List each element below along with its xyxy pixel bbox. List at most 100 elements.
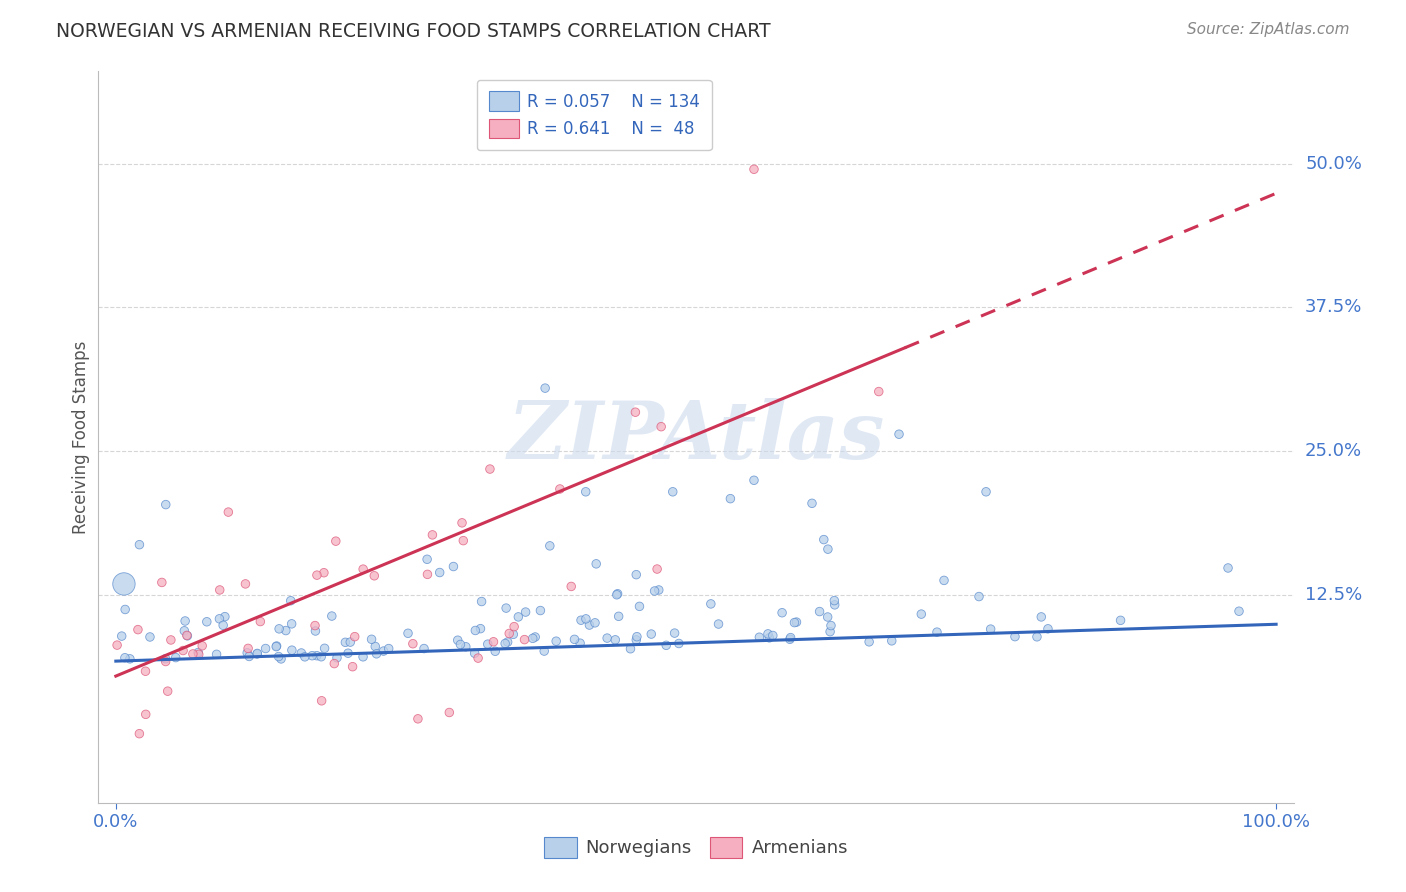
Point: [326, 650, 349, 665]
Point: [155, 655, 177, 669]
Point: [280, 616, 302, 631]
Point: [187, 648, 209, 662]
Point: [128, 538, 150, 552]
Point: [626, 630, 648, 644]
Text: Source: ZipAtlas.com: Source: ZipAtlas.com: [1187, 22, 1350, 37]
Point: [858, 635, 880, 649]
Point: [246, 647, 269, 661]
Point: [607, 609, 630, 624]
Point: [416, 552, 439, 566]
Point: [176, 629, 198, 643]
Point: [304, 618, 326, 632]
Point: [339, 635, 361, 649]
Point: [112, 577, 135, 591]
Point: [707, 617, 730, 632]
Point: [453, 533, 475, 548]
Point: [624, 405, 647, 419]
Point: [762, 628, 785, 642]
Point: [139, 630, 162, 644]
Point: [373, 644, 395, 658]
Point: [290, 646, 312, 660]
Point: [422, 528, 444, 542]
Point: [619, 641, 641, 656]
Point: [269, 622, 291, 636]
Point: [416, 567, 439, 582]
Point: [742, 162, 765, 177]
Point: [321, 609, 343, 624]
Point: [718, 491, 741, 506]
Point: [471, 594, 494, 608]
Point: [270, 652, 292, 666]
Point: [176, 628, 198, 642]
Point: [294, 649, 316, 664]
Point: [648, 582, 671, 597]
Point: [606, 587, 628, 601]
Point: [655, 638, 678, 652]
Point: [217, 505, 239, 519]
Text: NORWEGIAN VS ARMENIAN RECEIVING FOOD STAMPS CORRELATION CHART: NORWEGIAN VS ARMENIAN RECEIVING FOOD STA…: [56, 22, 770, 41]
Point: [818, 624, 841, 639]
Point: [640, 627, 662, 641]
Point: [280, 593, 302, 607]
Point: [569, 636, 592, 650]
Point: [932, 574, 955, 588]
Point: [1026, 630, 1049, 644]
Point: [155, 498, 177, 512]
Point: [249, 615, 271, 629]
Point: [529, 603, 551, 617]
Point: [495, 601, 517, 615]
Point: [134, 664, 156, 678]
Point: [406, 712, 429, 726]
Point: [756, 627, 779, 641]
Point: [925, 625, 948, 640]
Point: [910, 607, 932, 621]
Point: [605, 632, 627, 647]
Point: [569, 613, 592, 627]
Point: [484, 644, 506, 658]
Point: [267, 649, 290, 664]
Point: [503, 620, 526, 634]
Point: [238, 649, 260, 664]
Point: [508, 610, 530, 624]
Point: [337, 646, 360, 660]
Point: [578, 618, 600, 632]
Point: [546, 634, 568, 648]
Point: [111, 629, 134, 643]
Point: [779, 631, 801, 645]
Point: [823, 593, 845, 607]
Point: [187, 646, 209, 660]
Point: [596, 631, 619, 645]
Y-axis label: Receiving Food Stamps: Receiving Food Stamps: [72, 341, 90, 533]
Legend: Norwegians, Armenians: Norwegians, Armenians: [536, 828, 856, 867]
Text: 37.5%: 37.5%: [1305, 299, 1362, 317]
Point: [413, 641, 436, 656]
Point: [323, 657, 346, 671]
Point: [808, 605, 831, 619]
Point: [165, 650, 187, 665]
Point: [208, 582, 231, 597]
Point: [813, 533, 835, 547]
Point: [515, 605, 537, 619]
Point: [477, 637, 499, 651]
Point: [212, 618, 235, 632]
Point: [360, 632, 382, 647]
Point: [661, 484, 683, 499]
Point: [585, 557, 607, 571]
Point: [606, 588, 628, 602]
Point: [311, 694, 333, 708]
Point: [513, 632, 536, 647]
Text: 25.0%: 25.0%: [1305, 442, 1362, 460]
Point: [172, 643, 194, 657]
Point: [105, 638, 128, 652]
Point: [305, 568, 328, 582]
Point: [366, 647, 388, 661]
Point: [478, 462, 501, 476]
Point: [114, 650, 136, 665]
Point: [114, 602, 136, 616]
Point: [645, 562, 668, 576]
Point: [342, 659, 364, 673]
Point: [127, 623, 149, 637]
Point: [783, 615, 806, 630]
Point: [314, 641, 336, 656]
Point: [628, 599, 651, 614]
